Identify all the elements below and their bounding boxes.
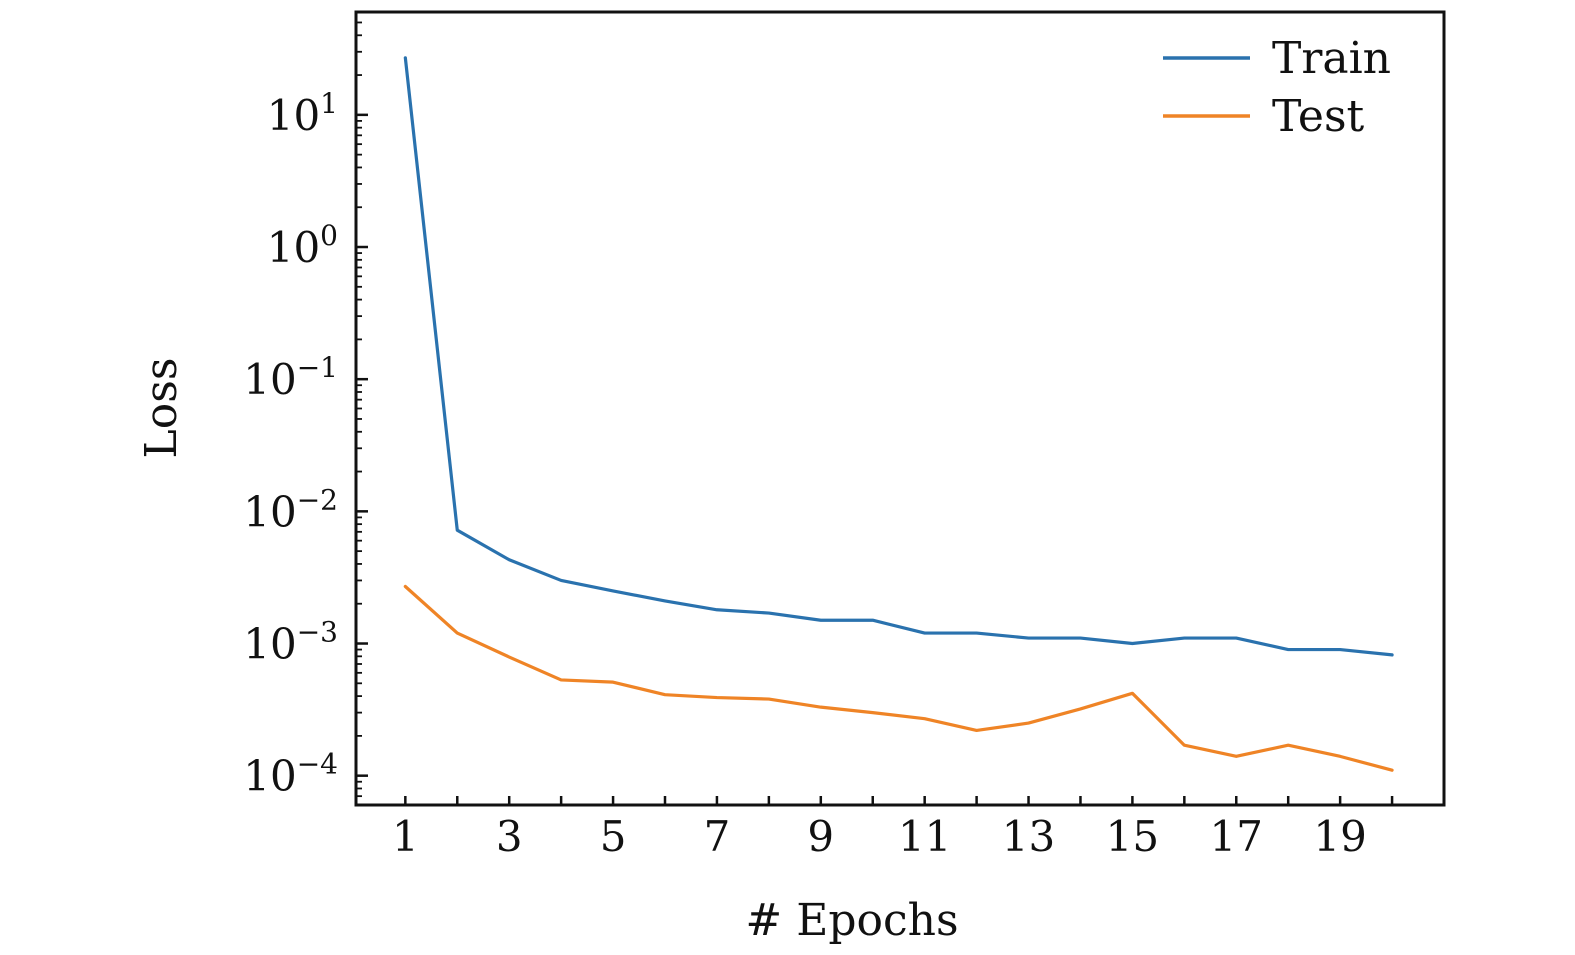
series-line-train <box>403 56 1394 657</box>
x-tick-label: 11 <box>898 812 951 861</box>
y-tick-label: 100 <box>267 219 338 272</box>
x-tick-label: 5 <box>600 812 627 861</box>
x-axis-label: # Epochs <box>745 895 958 946</box>
x-tick-label: 9 <box>807 812 834 861</box>
y-tick-label: 10−4 <box>243 748 338 801</box>
y-tick-label: 101 <box>267 87 338 140</box>
x-tick-label: 7 <box>704 812 731 861</box>
chart-marks <box>403 56 1394 772</box>
legend-label: Train <box>1272 33 1391 84</box>
y-axis-label: Loss <box>136 358 187 459</box>
x-tick-label: 1 <box>392 812 419 861</box>
x-tick-label: 13 <box>1002 812 1055 861</box>
chart-legend: Train Test <box>1163 33 1391 142</box>
y-tick-label: 10−3 <box>243 616 338 669</box>
series-line-test <box>403 584 1394 772</box>
legend-label: Test <box>1272 91 1365 142</box>
x-tick-label: 19 <box>1313 812 1366 861</box>
x-tick-label: 3 <box>496 812 523 861</box>
x-tick-label: 15 <box>1106 812 1159 861</box>
legend-item-train: Train <box>1163 33 1391 84</box>
y-axis: 101 100 10−1 10−2 10−3 10−4 <box>243 11 368 806</box>
y-tick-label: 10−2 <box>243 483 338 536</box>
x-tick-label: 17 <box>1210 812 1263 861</box>
x-axis: 1 3 5 7 9 11 13 15 17 19 <box>392 796 1446 861</box>
y-tick-label: 10−1 <box>243 351 338 404</box>
legend-item-test: Test <box>1163 91 1365 142</box>
